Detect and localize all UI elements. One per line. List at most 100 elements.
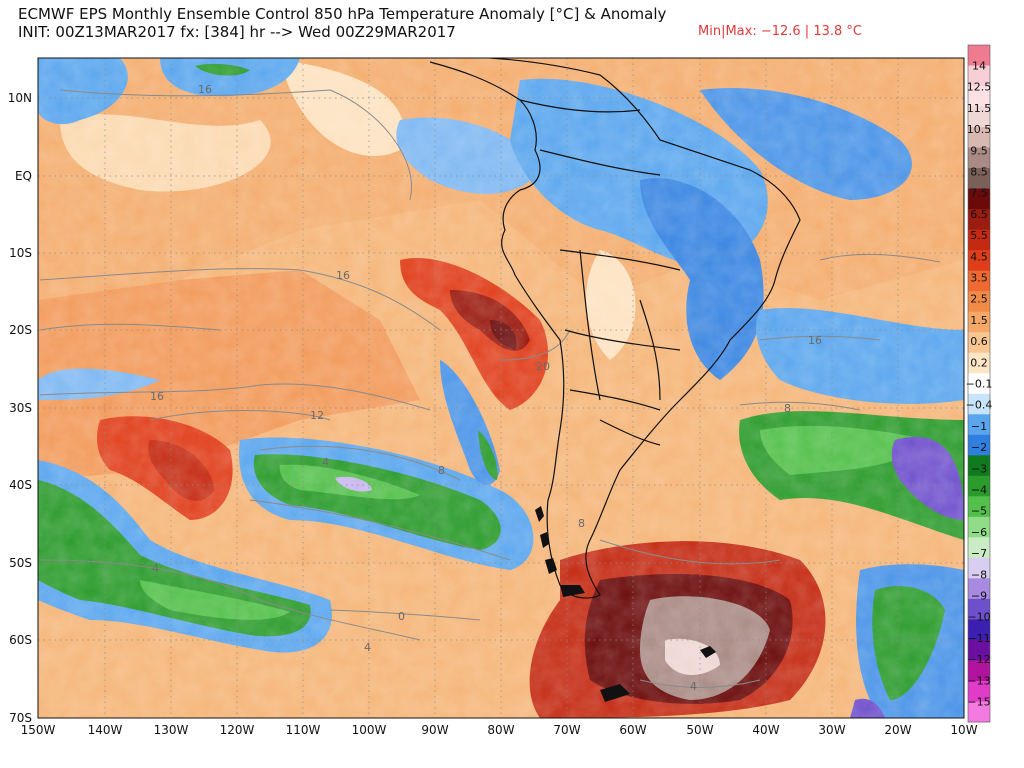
islands [535,506,716,702]
legend-swatch [968,373,990,395]
contour-label: 16 [808,334,822,347]
lon-label: 120W [220,723,255,737]
legend-label: 2.5 [970,293,988,306]
legend-label: 0.6 [970,335,988,348]
contour-label: 8 [784,402,791,415]
legend-label: 4.5 [970,250,988,263]
lon-label: 20W [884,723,911,737]
lat-label: 60S [9,633,32,647]
lon-label: 70W [553,723,580,737]
coastlines [429,58,801,599]
color-legend: 14 12.5 11.5 10.5 9.5 8.5 7.5 6.5 5.5 4.5 3.5 2.5 1.… [966,44,993,723]
legend-swatch [968,680,990,702]
legend-swatch [968,147,990,169]
contour-label: 16 [198,83,212,96]
contour-label: 16 [150,390,164,403]
legend-label: −3 [971,462,987,475]
lat-label: 20S [9,323,32,337]
min-max-readout: Min|Max: −12.6 | 13.8 °C [698,24,862,39]
legend-label: −1 [971,420,987,433]
legend-label: 8.5 [970,166,988,179]
legend-label: 9.5 [970,144,988,157]
legend-swatch [968,557,990,579]
legend-label: 7.5 [970,187,988,200]
legend-swatch [968,332,990,354]
contour-label: 20 [536,360,550,373]
lon-label: 40W [752,723,779,737]
contour-label: 8 [438,464,445,477]
legend-label: −12 [967,653,990,666]
temperature-anomaly-field [38,58,964,718]
legend-label: 14 [972,60,986,73]
lon-label: 100W [352,723,387,737]
legend-swatch [968,270,990,292]
legend-label: −15 [967,695,990,708]
lat-label: 10S [9,246,32,260]
lat-label: 50S [9,556,32,570]
lat-label: 10N [8,91,32,105]
legend-label: 3.5 [970,272,988,285]
legend-swatch [968,352,990,374]
legend-label: −8 [971,568,987,581]
legend-label: −4 [971,483,987,496]
map-title: ECMWF EPS Monthly Ensemble Control 850 h… [18,5,667,23]
lat-label: 70S [9,711,32,725]
legend-label: −2 [971,441,987,454]
legend-label: −5 [971,505,987,518]
legend-swatch [968,537,990,559]
lat-label: 40S [9,478,32,492]
plot-frame [37,57,965,719]
legend-swatch [968,496,990,518]
lon-label: 110W [286,723,321,737]
legend-swatch [968,311,990,333]
legend-swatch [968,393,990,415]
legend-label: 1.5 [970,314,988,327]
legend-label: −13 [967,674,990,687]
legend-swatch [968,86,990,107]
legend-label: 12.5 [967,81,992,94]
lat-label: 30S [9,401,32,415]
legend-swatch [968,639,990,661]
contour-label: 4 [364,641,371,654]
longitude-axis: 150W 140W 130W 120W 110W 100W 90W 80W 70… [21,723,978,737]
lon-label: 30W [818,723,845,737]
legend-label: −11 [967,632,990,645]
lon-label: 80W [487,723,514,737]
graticule [38,58,964,718]
legend-label: 10.5 [967,123,992,136]
legend-swatch [968,619,990,641]
legend-label: 11.5 [967,102,992,115]
legend-swatch [968,455,990,477]
temperature-contours [39,89,941,688]
legend-swatch [968,209,990,231]
legend-swatch [968,188,990,210]
legend-label: −10 [967,611,990,624]
legend-swatch [968,127,990,148]
legend-swatch [968,229,990,251]
contour-label: 16 [336,269,350,282]
legend-swatch [968,660,990,682]
contour-label: 4 [690,680,697,693]
contour-label: 4 [322,456,329,469]
legend-swatch [968,45,990,66]
init-forecast-line: INIT: 00Z13MAR2017 fx: [384] hr --> Wed … [18,23,456,41]
contour-label: 0 [398,610,405,623]
legend-label: −0.4 [966,399,993,412]
contour-label: 12 [310,409,324,422]
legend-label: −7 [971,547,987,560]
legend-swatch [968,65,990,87]
legend-swatch [968,475,990,497]
legend-label: 0.2 [970,356,988,369]
legend-frame [967,44,991,723]
legend-swatch [968,168,990,190]
legend-swatch [968,106,990,128]
lon-label: 10W [950,723,977,737]
legend-swatch [968,578,990,600]
legend-swatch [968,291,990,313]
contour-label: 4 [152,562,159,575]
legend-label: 5.5 [970,229,988,242]
lon-label: 50W [686,723,713,737]
lon-label: 130W [154,723,189,737]
legend-swatch [968,414,990,436]
